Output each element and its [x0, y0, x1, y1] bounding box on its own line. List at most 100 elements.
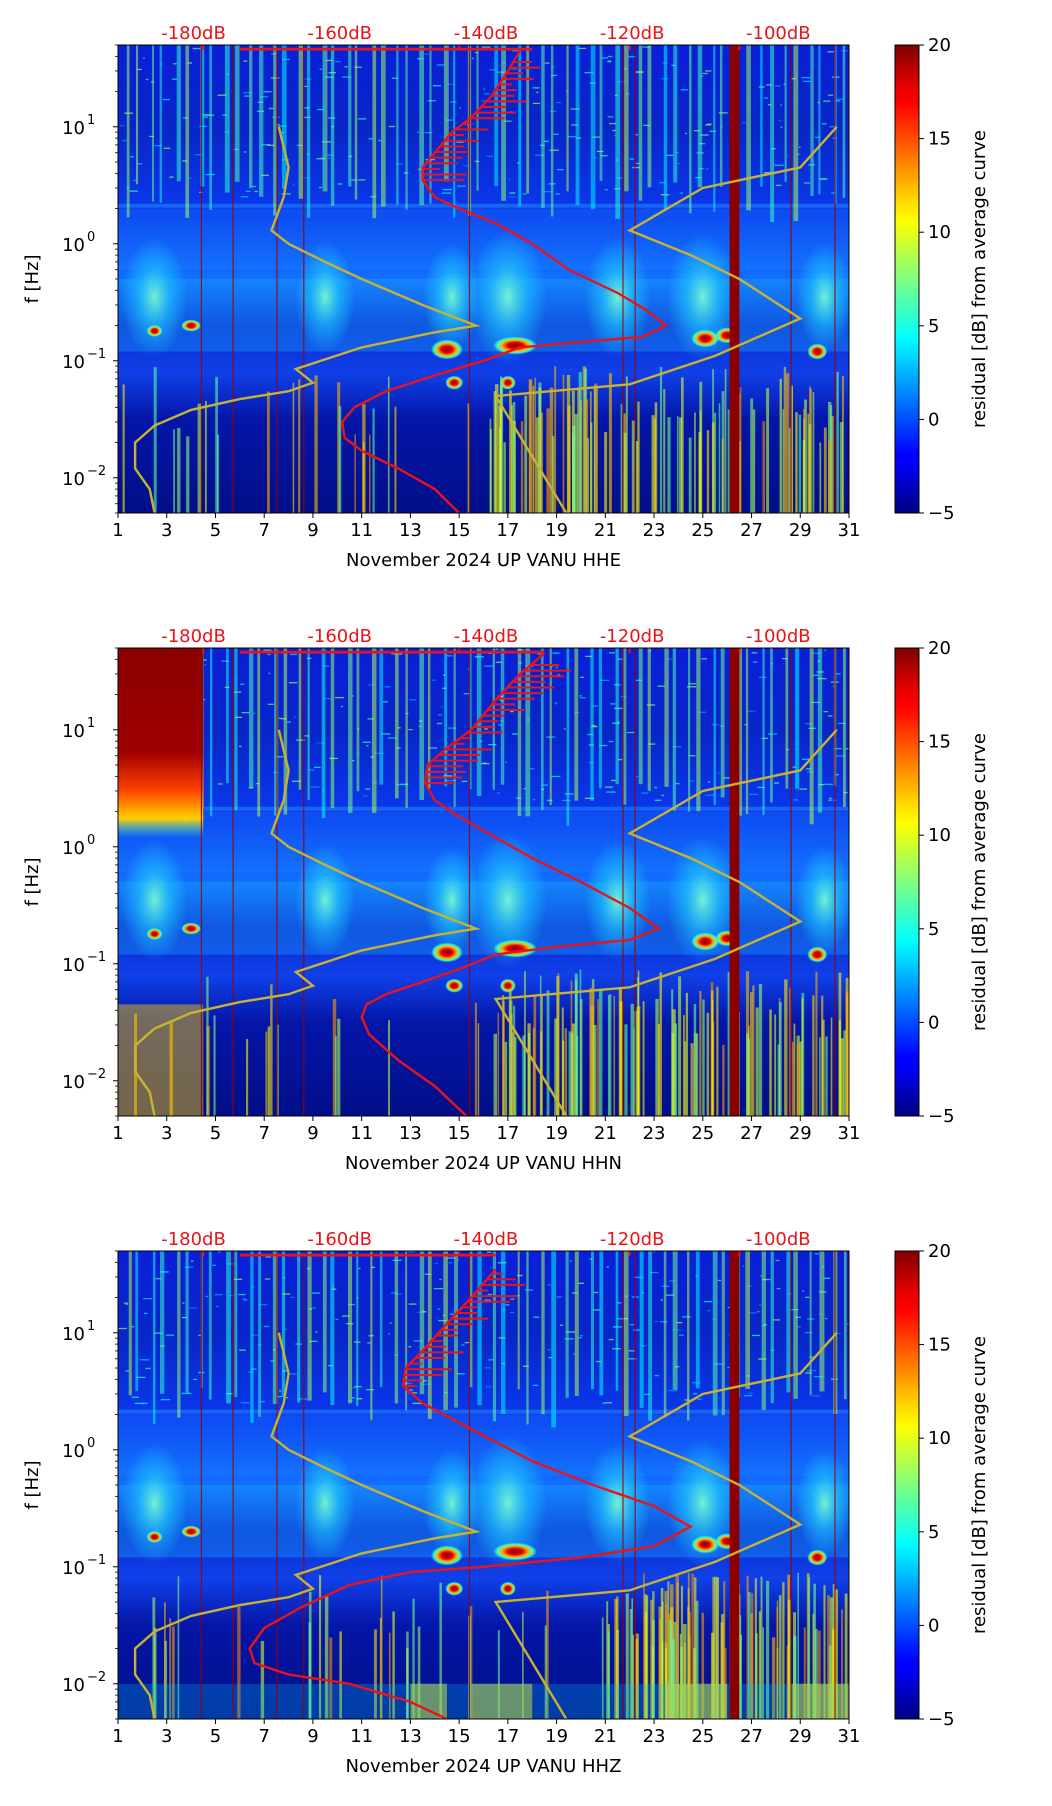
lf-spike — [722, 1044, 725, 1116]
diurnal-streak — [126, 45, 130, 218]
diurnal-streak — [250, 1251, 254, 1423]
noise-speck — [780, 126, 783, 128]
colorbar-tick-label: 20 — [928, 1241, 951, 1262]
colorbar-tick-label: 5 — [928, 316, 939, 337]
noise-speck — [118, 1327, 127, 1330]
noise-speck — [717, 1279, 722, 1282]
noise-speck — [775, 1259, 780, 1262]
lf-spike — [691, 1573, 694, 1719]
noise-speck — [413, 1340, 424, 1342]
diurnal-streak — [234, 45, 240, 182]
noise-speck — [569, 1260, 572, 1262]
diurnal-streak — [429, 45, 432, 204]
hot-spot — [807, 946, 828, 963]
top-db-label: -160dB — [307, 626, 372, 647]
noise-speck — [254, 190, 259, 193]
top-db-label: -120dB — [600, 626, 665, 647]
diurnal-streak — [128, 1251, 132, 1396]
noise-speck — [604, 786, 613, 788]
lf-spike — [493, 1033, 498, 1116]
noise-speck — [397, 727, 401, 729]
lf-spike — [658, 1606, 662, 1719]
noise-speck — [704, 794, 715, 796]
lf-spike — [830, 405, 833, 513]
noise-speck — [319, 186, 322, 189]
noise-speck — [607, 116, 614, 118]
lf-spike — [215, 376, 218, 513]
noise-speck — [244, 95, 250, 97]
noise-speck — [659, 1321, 668, 1323]
band-line — [118, 1409, 849, 1414]
lf-spike — [655, 998, 659, 1116]
noise-speck — [243, 1299, 248, 1301]
lf-spike — [695, 1600, 699, 1719]
noise-speck — [222, 114, 227, 116]
diurnal-streak — [518, 45, 522, 207]
diurnal-streak — [566, 45, 569, 192]
y-tick-label: 10 — [62, 1675, 85, 1696]
noise-speck — [793, 799, 799, 801]
diurnal-streak — [517, 648, 522, 817]
lf-spike — [711, 422, 715, 513]
lf-spike — [334, 1036, 337, 1116]
storm-plume — [423, 1449, 481, 1558]
lf-spike — [808, 1577, 811, 1719]
noise-speck — [358, 118, 367, 120]
lf-spike — [721, 438, 724, 513]
noise-speck — [823, 710, 828, 713]
noise-speck — [611, 779, 617, 782]
lf-spike — [338, 406, 342, 513]
noise-speck — [461, 780, 468, 783]
noise-speck — [802, 80, 811, 82]
noise-speck — [606, 791, 616, 793]
noise-speck — [809, 1356, 815, 1358]
noise-speck — [203, 116, 209, 118]
noise-speck — [204, 664, 207, 666]
x-tick-label: 19 — [545, 1726, 568, 1747]
noise-speck — [556, 1296, 562, 1298]
x-tick-label: 5 — [210, 520, 221, 541]
lf-spike — [723, 1581, 726, 1719]
lf-spike — [750, 992, 753, 1116]
diurnal-streak — [419, 45, 424, 206]
lf-spike — [394, 406, 397, 513]
gap-line — [303, 1251, 305, 1719]
noise-speck — [668, 1280, 676, 1282]
y-tick-label: 10 — [62, 1324, 85, 1345]
lf-spike — [779, 1001, 782, 1116]
noise-speck — [774, 164, 784, 166]
gap-line — [834, 648, 836, 1116]
gap-line — [468, 1251, 471, 1719]
lf-spike — [801, 998, 804, 1116]
noise-speck — [315, 1331, 318, 1333]
noise-speck — [761, 737, 768, 740]
noise-speck — [268, 107, 274, 110]
noise-speck — [653, 1251, 656, 1253]
noise-speck — [593, 1291, 599, 1294]
noise-speck — [705, 124, 712, 126]
noise-speck — [542, 784, 548, 786]
lf-spike — [354, 434, 356, 513]
gap-line — [790, 648, 792, 1116]
noise-speck — [190, 1260, 194, 1262]
diurnal-streak — [737, 648, 743, 816]
diurnal-streak — [259, 45, 264, 197]
diurnal-streak — [819, 1251, 825, 1392]
lf-spike — [169, 1618, 172, 1719]
noise-speck — [618, 758, 623, 761]
lf-spike — [694, 412, 696, 513]
noise-speck — [617, 81, 627, 83]
lf-spike — [793, 1636, 797, 1719]
lf-spike — [693, 1004, 697, 1116]
top-db-label: -140dB — [454, 23, 519, 44]
diurnal-streak — [494, 45, 499, 187]
noise-speck — [342, 76, 351, 78]
noise-speck — [578, 1282, 585, 1284]
noise-speck — [182, 117, 188, 119]
y-tick-label: 10 — [62, 118, 85, 139]
colorbar-tick-label: 0 — [928, 1012, 939, 1033]
lf-spike — [597, 999, 600, 1116]
noise-speck — [819, 178, 827, 180]
noise-speck — [835, 755, 845, 757]
noise-speck — [763, 172, 771, 174]
